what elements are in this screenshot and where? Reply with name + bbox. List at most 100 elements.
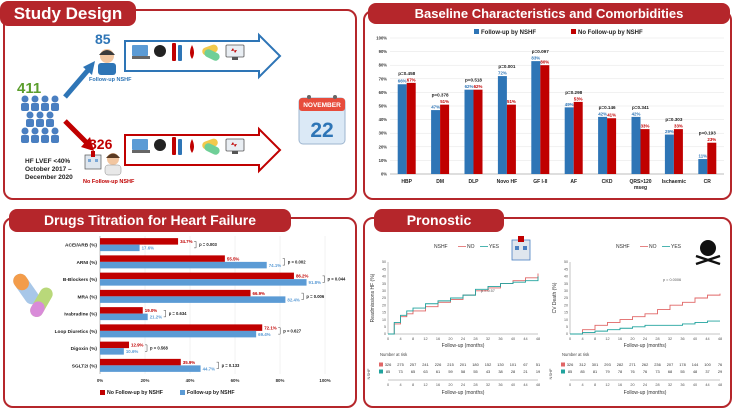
- category-label: Digoxin (%): [71, 346, 98, 352]
- p-value-bracket: [301, 292, 304, 300]
- bar: [573, 101, 583, 174]
- category-label: ARNI (%): [76, 260, 97, 266]
- x-tick-label: 44: [705, 337, 709, 341]
- data-label: 21.2%: [150, 315, 163, 320]
- bar: [431, 110, 441, 174]
- hospital-cross: [518, 236, 524, 242]
- criteria-line-3: December 2020: [25, 174, 73, 181]
- data-label: 91.8%: [309, 280, 322, 285]
- x-tick-label: 36: [680, 337, 684, 341]
- p-value-label: p = 0.634: [169, 311, 187, 316]
- risk-x-tick-label: 8: [412, 383, 414, 387]
- x-tick-label: 40: [511, 337, 515, 341]
- p-value-label: p = 0.568: [150, 346, 168, 351]
- blood-drop-icon: [190, 45, 194, 59]
- risk-number: 61: [436, 369, 440, 374]
- pill-icon: [204, 143, 220, 155]
- risk-number: 28: [511, 369, 515, 374]
- risk-number: 43: [486, 369, 490, 374]
- y-tick-label: 0%: [381, 172, 387, 177]
- km-curve-yes: [570, 320, 720, 335]
- risk-x-tick-label: 28: [473, 383, 477, 387]
- x-tick-label: 0: [569, 337, 571, 341]
- x-tick-label: 16: [618, 337, 622, 341]
- legend-label-followup: Follow-up by NSHF: [187, 390, 235, 396]
- y-tick-label: 40: [564, 275, 568, 279]
- legend-label-nofollowup: No Follow-up by NSHF: [578, 30, 643, 36]
- legend-swatch-nofollowup: [100, 390, 105, 395]
- bar: [397, 84, 407, 174]
- x-tick-label: 0: [387, 337, 389, 341]
- y-tick-label: 10%: [379, 158, 388, 163]
- p-value-label: p = 0.006: [306, 294, 324, 299]
- x-tick-label: 0%: [97, 378, 103, 383]
- risk-number: 215: [447, 362, 454, 367]
- risk-number: 79: [605, 369, 609, 374]
- heart-icon: [231, 48, 237, 53]
- y-tick-label: 60%: [379, 90, 388, 95]
- data-label: 55.5%: [227, 256, 240, 261]
- hospital-bed-base-icon: [132, 56, 150, 59]
- nofollowup-arrowhead: [81, 137, 94, 151]
- p-value-label: p = 0.627: [283, 328, 301, 333]
- bar: [673, 129, 683, 174]
- km-title: NSHF: [616, 244, 630, 250]
- risk-number: 130: [497, 362, 504, 367]
- category-label: Ischaemic: [662, 179, 686, 185]
- risk-number: 73: [655, 369, 659, 374]
- x-tick-label: 8: [594, 337, 596, 341]
- risk-x-tick-label: 36: [498, 383, 502, 387]
- risk-number: 58: [461, 369, 465, 374]
- data-label: 44.7%: [203, 366, 216, 371]
- bar: [100, 341, 130, 349]
- x-tick-label: 4: [581, 337, 583, 341]
- category-label: B-Blockers (%): [63, 277, 98, 283]
- risk-number: 301: [592, 362, 599, 367]
- risk-number: 326: [385, 362, 392, 367]
- bar: [707, 142, 717, 174]
- nurse-icon: [98, 49, 116, 75]
- y-tick-label: 5: [384, 325, 386, 329]
- data-label: 80%: [540, 60, 549, 65]
- risk-number: 21: [523, 369, 527, 374]
- y-tick-label: 50%: [379, 104, 388, 109]
- y-tick-label: 15: [382, 311, 386, 315]
- hospital-bed-base-icon: [132, 150, 150, 153]
- y-tick-label: 80%: [379, 63, 388, 68]
- risk-x-axis-title: Follow-up (months): [624, 390, 667, 396]
- y-tick-label: 40: [382, 275, 386, 279]
- data-label: 62%: [474, 84, 483, 89]
- y-tick-label: 20: [564, 303, 568, 307]
- bar: [464, 89, 474, 174]
- y-tick-label: 45: [382, 267, 386, 271]
- hospital-window: [523, 246, 527, 250]
- risk-x-tick-label: 0: [569, 383, 571, 387]
- risk-table-axis-label: NSHF: [366, 368, 371, 379]
- bar: [100, 313, 148, 321]
- x-tick-label: 32: [668, 337, 672, 341]
- data-label: 53%: [574, 96, 583, 101]
- criteria-line-1: HF LVEF <40%: [25, 158, 70, 165]
- y-tick-label: 100%: [376, 36, 387, 41]
- data-label: 42%: [598, 111, 607, 116]
- y-tick-label: 30: [382, 289, 386, 293]
- data-label: 23%: [707, 137, 716, 142]
- risk-number: 262: [642, 362, 649, 367]
- calendar-icon: [298, 95, 346, 145]
- test-tube-icon: [178, 45, 182, 61]
- x-tick-label: 8: [412, 337, 414, 341]
- risk-x-tick-label: 4: [581, 383, 583, 387]
- bar: [607, 118, 617, 174]
- risk-number: 78: [618, 369, 622, 374]
- risk-number: 73: [398, 369, 402, 374]
- data-label: 34.7%: [180, 239, 193, 244]
- y-tick-label: 40%: [379, 117, 388, 122]
- risk-x-tick-label: 36: [680, 383, 684, 387]
- bar: [100, 348, 124, 355]
- risk-number: 85: [568, 369, 572, 374]
- risk-x-tick-label: 20: [630, 383, 634, 387]
- data-label: 33%: [674, 124, 683, 129]
- followup-label: Follow-up NSHF: [89, 77, 132, 83]
